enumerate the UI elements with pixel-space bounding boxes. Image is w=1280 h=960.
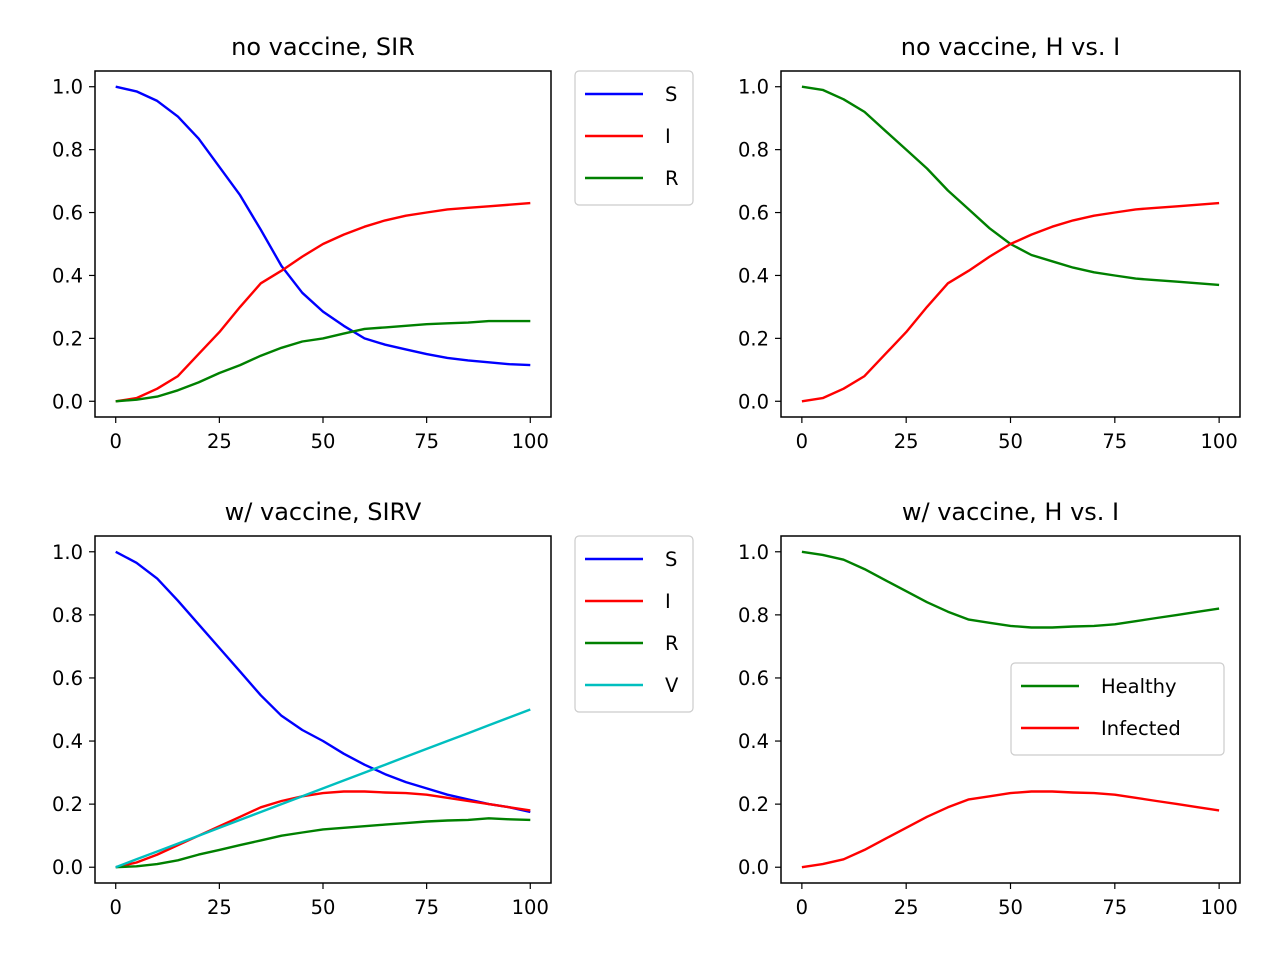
legend-label: Infected — [1101, 717, 1181, 740]
legend-box — [574, 535, 694, 713]
y-tick-label: 0.8 — [52, 604, 83, 627]
y-tick-label: 0.8 — [52, 139, 83, 162]
y-tick-label: 0.8 — [738, 604, 769, 627]
x-tick-label: 100 — [512, 896, 549, 919]
y-tick-label: 0.4 — [52, 730, 83, 753]
y-tick-label: 1.0 — [52, 541, 83, 564]
legend-label: R — [665, 632, 679, 655]
x-tick-label: 25 — [894, 430, 919, 453]
series-line-r — [115, 319, 531, 403]
y-tick-label: 0.6 — [52, 667, 83, 690]
x-tick-label: 0 — [796, 896, 808, 919]
series-line-healthy — [801, 550, 1220, 629]
chart-title: w/ vaccine, SIRV — [225, 498, 422, 526]
y-tick-label: 0.0 — [738, 856, 769, 879]
chart-title: no vaccine, SIR — [231, 33, 415, 61]
y-tick-label: 1.0 — [52, 76, 83, 99]
series-line-2 — [801, 201, 1220, 403]
y-tick-label: 0.0 — [52, 856, 83, 879]
legend-label: I — [665, 125, 671, 148]
y-tick-label: 0.0 — [52, 390, 83, 413]
chart-title: w/ vaccine, H vs. I — [902, 498, 1119, 526]
x-tick-label: 0 — [796, 430, 808, 453]
x-tick-label: 75 — [1102, 896, 1127, 919]
legend: SIR — [574, 70, 694, 206]
x-tick-label: 100 — [1201, 430, 1238, 453]
series-line-infected — [801, 790, 1220, 869]
y-tick-label: 0.6 — [738, 667, 769, 690]
x-tick-label: 50 — [311, 430, 336, 453]
x-tick-label: 75 — [1102, 430, 1127, 453]
series-line-i — [115, 201, 531, 403]
legend-label: R — [665, 167, 679, 190]
axes-frame — [94, 535, 552, 884]
legend-label: Healthy — [1101, 675, 1177, 698]
y-tick-label: 0.8 — [738, 139, 769, 162]
y-tick-label: 0.2 — [738, 793, 769, 816]
x-tick-label: 0 — [110, 896, 122, 919]
y-tick-label: 1.0 — [738, 541, 769, 564]
chart-panel-4: w/ vaccine, H vs. I 0 25 50 75 100 0.0 0.2 0.4 0.… — [738, 498, 1241, 919]
x-tick-label: 0 — [110, 430, 122, 453]
chart-panel-2: no vaccine, H vs. I 0 25 50 75 100 0.0 0.2 0.4 0.… — [738, 33, 1241, 453]
legend-box — [574, 70, 694, 206]
y-tick-label: 0.6 — [738, 202, 769, 225]
legend: SIRV — [574, 535, 694, 713]
legend: Healthy Infected — [1010, 662, 1225, 756]
chart-panel-3: w/ vaccine, SIRV 0 25 50 75 100 0.0 0.2 0.4 0.6 0.… — [52, 498, 694, 919]
x-tick-label: 75 — [414, 430, 439, 453]
x-tick-label: 25 — [894, 896, 919, 919]
x-tick-label: 100 — [1201, 896, 1238, 919]
x-tick-label: 50 — [998, 430, 1023, 453]
y-tick-label: 0.4 — [738, 730, 769, 753]
series-line-v — [115, 708, 531, 869]
y-tick-label: 1.0 — [738, 76, 769, 99]
y-tick-label: 0.2 — [52, 793, 83, 816]
x-tick-label: 50 — [311, 896, 336, 919]
chart-title: no vaccine, H vs. I — [901, 33, 1120, 61]
y-tick-label: 0.2 — [52, 327, 83, 350]
series-line-1 — [801, 85, 1220, 287]
y-tick-label: 0.6 — [52, 202, 83, 225]
y-tick-label: 0.0 — [738, 390, 769, 413]
y-tick-label: 0.4 — [738, 264, 769, 287]
y-tick-label: 0.2 — [738, 327, 769, 350]
legend-label: I — [665, 590, 671, 613]
series-line-s — [115, 85, 531, 367]
series-line-r — [115, 817, 531, 869]
x-tick-label: 25 — [207, 430, 232, 453]
legend-label: V — [665, 674, 679, 697]
x-tick-label: 25 — [207, 896, 232, 919]
x-tick-label: 100 — [512, 430, 549, 453]
x-tick-label: 50 — [998, 896, 1023, 919]
series-line-s — [115, 550, 531, 814]
chart-panel-1: no vaccine, SIR 0 25 50 75 100 0.0 0.2 0.4 0.6 0.8… — [52, 33, 694, 453]
legend-label: S — [665, 548, 677, 571]
x-tick-label: 75 — [414, 896, 439, 919]
legend-label: S — [665, 83, 677, 106]
y-tick-label: 0.4 — [52, 264, 83, 287]
